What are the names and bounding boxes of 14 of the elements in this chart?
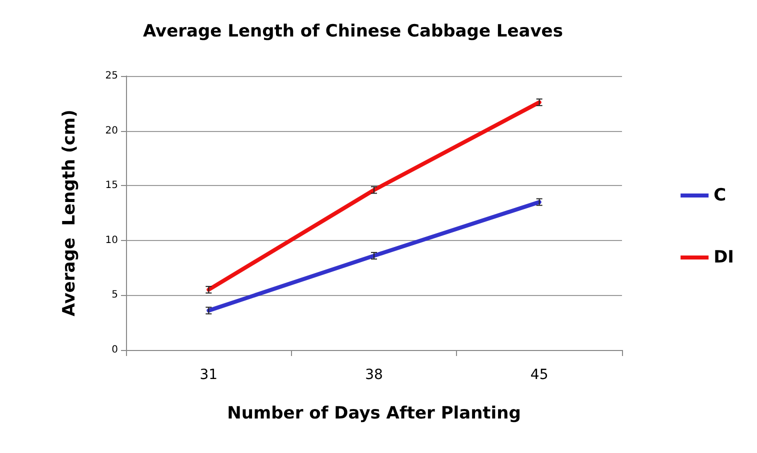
- x-tick-label: 45: [530, 367, 548, 383]
- y-axis-title: Average Length (cm): [60, 110, 80, 316]
- x-tick-label: 38: [365, 367, 383, 383]
- y-tick-label: 0: [112, 344, 118, 356]
- y-tick-label: 10: [105, 234, 118, 246]
- y-tick-label: 5: [112, 290, 118, 301]
- y-tick-label: 15: [105, 180, 118, 192]
- legend-label: C: [714, 186, 726, 206]
- chart-title: Average Length of Chinese Cabbage Leaves: [143, 22, 563, 42]
- y-tick-label: 20: [105, 125, 118, 136]
- x-axis-title: Number of Days After Planting: [227, 404, 521, 424]
- legend-label: DI: [714, 248, 734, 268]
- y-tick-label: 25: [105, 70, 118, 82]
- x-tick-label: 31: [200, 367, 218, 383]
